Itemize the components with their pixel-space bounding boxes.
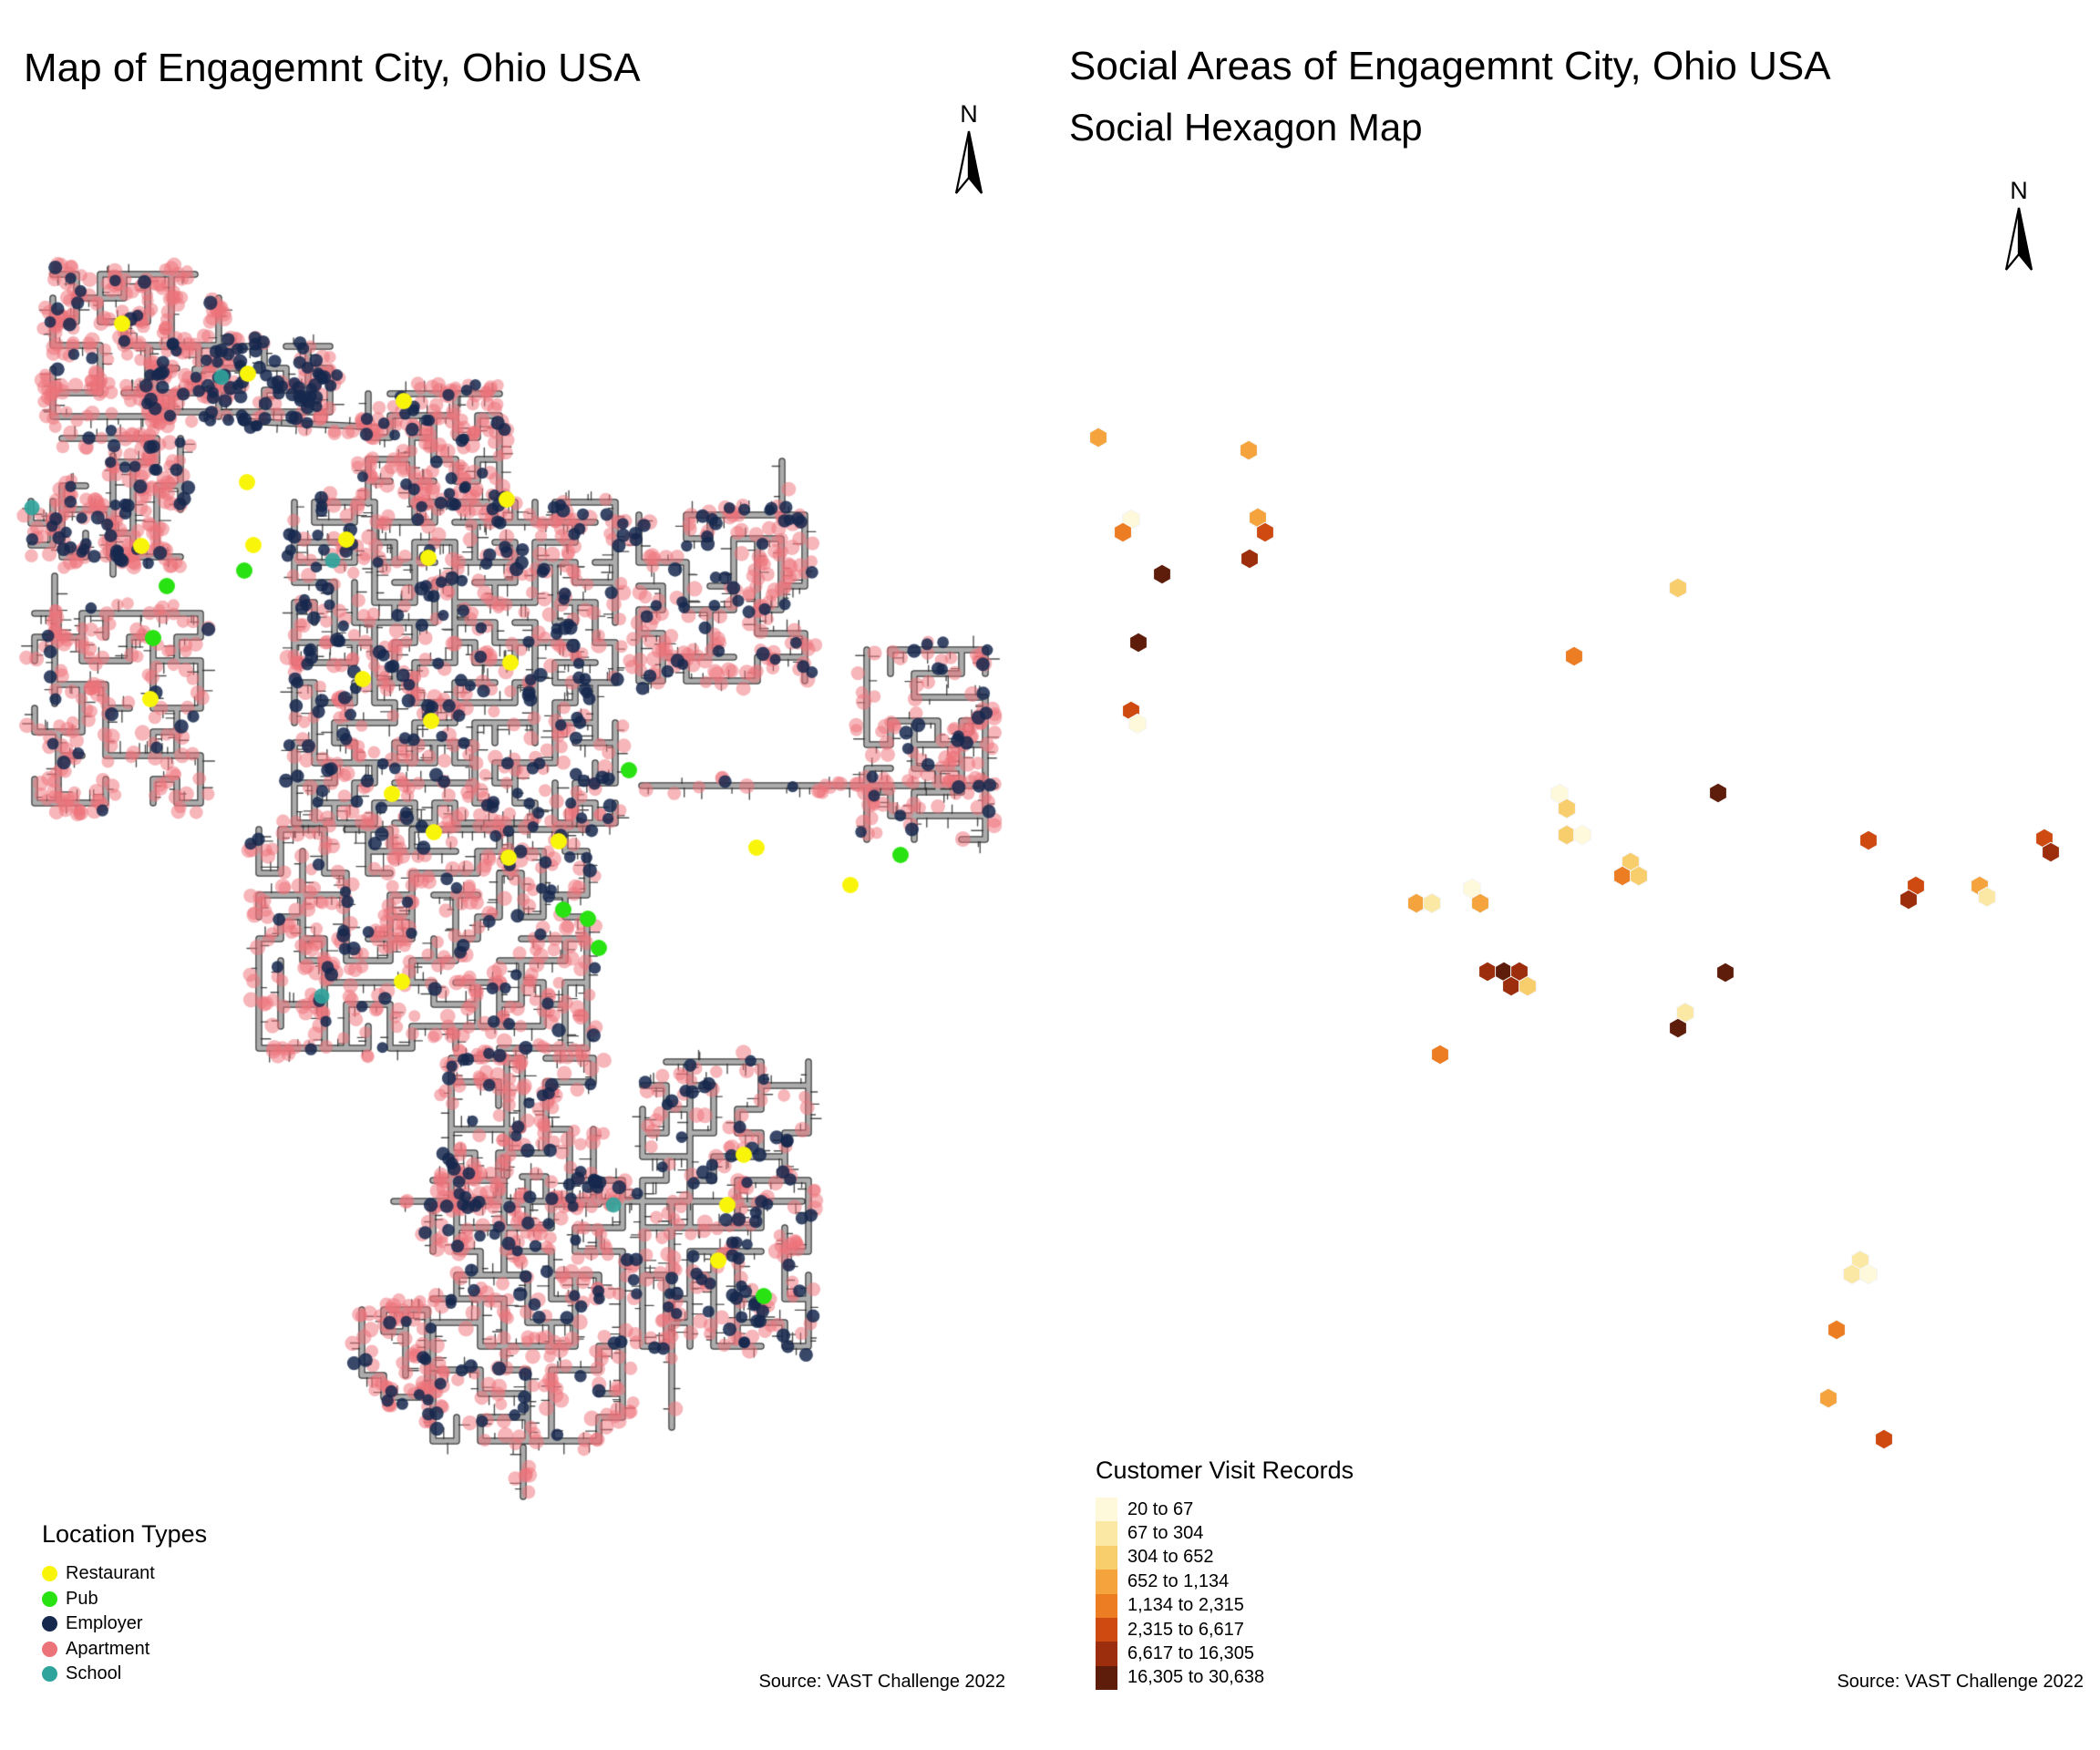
legend-item-label: 652 to 1,134 [1127, 1570, 1230, 1591]
legend-swatch [1096, 1545, 1117, 1570]
legend-swatch [1096, 1521, 1117, 1546]
legend-item-restaurant: Restaurant [42, 1561, 207, 1587]
legend-item-label: 2,315 to 6,617 [1127, 1619, 1244, 1640]
legend-swatch [1096, 1665, 1117, 1691]
legend-item-label: School [66, 1663, 122, 1684]
legend-item-label: 6,617 to 16,305 [1127, 1643, 1255, 1664]
legend-item-label: Apartment [66, 1638, 150, 1659]
legend-dot [42, 1641, 57, 1657]
visit-records-legend-title: Customer Visit Records [1096, 1457, 1354, 1484]
legend-swatch [1096, 1642, 1117, 1666]
legend-dot [42, 1566, 57, 1582]
visit-records-legend: Customer Visit Records 20 to 67 67 to 304… [1096, 1457, 1354, 1691]
north-arrow-left: N [948, 98, 990, 204]
legend-item-6-617-to-16-305: 6,617 to 16,305 [1096, 1642, 1354, 1666]
location-types-legend-items: Restaurant Pub Employer Apartment School [42, 1561, 207, 1687]
legend-swatch [1096, 1617, 1117, 1642]
north-label: N [960, 100, 978, 128]
right-source-text: Source: VAST Challenge 2022 [1837, 1672, 2084, 1692]
legend-item-label: 1,134 to 2,315 [1127, 1595, 1244, 1616]
right-map-subtitle: Social Hexagon Map [1069, 106, 1423, 149]
legend-item-652-to-1-134: 652 to 1,134 [1096, 1570, 1354, 1594]
legend-dot [42, 1666, 57, 1683]
legend-item-16-305-to-30-638: 16,305 to 30,638 [1096, 1665, 1354, 1691]
right-map-title: Social Areas of Engagemnt City, Ohio USA [1069, 44, 1831, 88]
legend-item-2-315-to-6-617: 2,315 to 6,617 [1096, 1617, 1354, 1642]
north-arrow-icon: N [2004, 177, 2033, 271]
legend-dot [42, 1616, 57, 1632]
legend-item-pub: Pub [42, 1587, 207, 1612]
legend-swatch [1096, 1593, 1117, 1618]
legend-item-label: Restaurant [66, 1563, 155, 1584]
legend-item-label: 20 to 67 [1127, 1498, 1194, 1519]
legend-dot [42, 1590, 57, 1607]
legend-item-employer: Employer [42, 1611, 207, 1637]
legend-item-1-134-to-2-315: 1,134 to 2,315 [1096, 1593, 1354, 1618]
legend-item-school: School [42, 1662, 207, 1687]
legend-item-label: 16,305 to 30,638 [1127, 1667, 1265, 1688]
legend-item-20-to-67: 20 to 67 [1096, 1498, 1354, 1522]
legend-item-304-to-652: 304 to 652 [1096, 1545, 1354, 1570]
legend-item-label: Employer [66, 1613, 143, 1634]
left-map-title: Map of Engagemnt City, Ohio USA [24, 46, 641, 90]
left-source-text: Source: VAST Challenge 2022 [758, 1672, 1005, 1692]
location-types-legend-title: Location Types [42, 1520, 208, 1548]
legend-item-label: 67 to 304 [1127, 1523, 1204, 1544]
visit-records-legend-items: 20 to 67 67 to 304 304 to 652 652 to 1,134 1… [1096, 1498, 1354, 1691]
legend-item-label: 304 to 652 [1127, 1547, 1214, 1568]
legend-item-67-to-304: 67 to 304 [1096, 1521, 1354, 1546]
legend-swatch [1096, 1570, 1117, 1594]
legend-item-label: Pub [66, 1588, 98, 1609]
location-types-legend: Location Types Restaurant Pub Employer Apar… [42, 1520, 207, 1687]
north-arrow-right: N [1998, 175, 2040, 281]
legend-swatch [1096, 1498, 1117, 1522]
legend-item-apartment: Apartment [42, 1637, 207, 1662]
north-label: N [2010, 177, 2028, 204]
north-arrow-icon: N [954, 100, 983, 194]
